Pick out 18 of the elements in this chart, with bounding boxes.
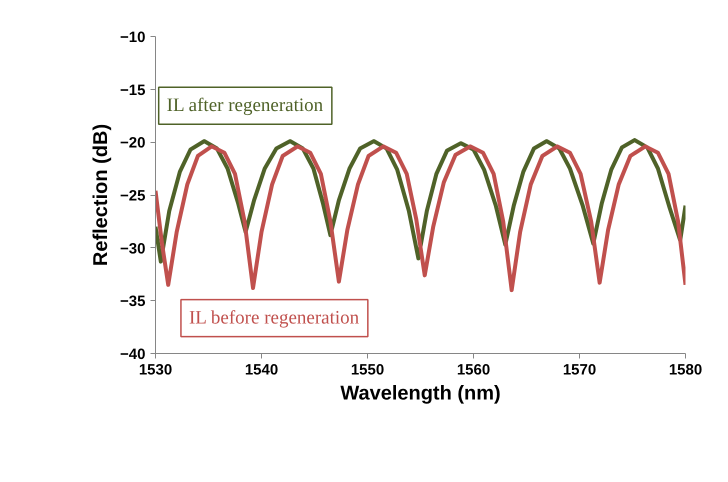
- line-series: [156, 144, 686, 292]
- x-axis-title: Wavelength (nm): [340, 382, 501, 404]
- x-tick-label: 1540: [244, 362, 278, 378]
- x-tick-label: 1570: [562, 362, 596, 378]
- y-tick-label: −10: [120, 29, 146, 46]
- y-axis-title: Reflection (dB): [90, 124, 112, 266]
- y-tick-label: −15: [120, 82, 146, 99]
- y-tick-label: −40: [120, 346, 146, 363]
- y-tick-label: −20: [120, 134, 146, 152]
- y-tick-label: −25: [120, 188, 146, 204]
- text: IL after regeneration: [166, 95, 324, 116]
- series-label: IL before regeneration: [188, 308, 360, 329]
- x-tick-label: 1530: [138, 362, 172, 378]
- x-tick-label: 1550: [350, 362, 384, 378]
- x-tick-label: 1580: [668, 362, 702, 378]
- y-tick-label: −30: [120, 240, 146, 258]
- x-tick-label: 1560: [456, 362, 490, 378]
- y-tick-label: −35: [120, 293, 146, 310]
